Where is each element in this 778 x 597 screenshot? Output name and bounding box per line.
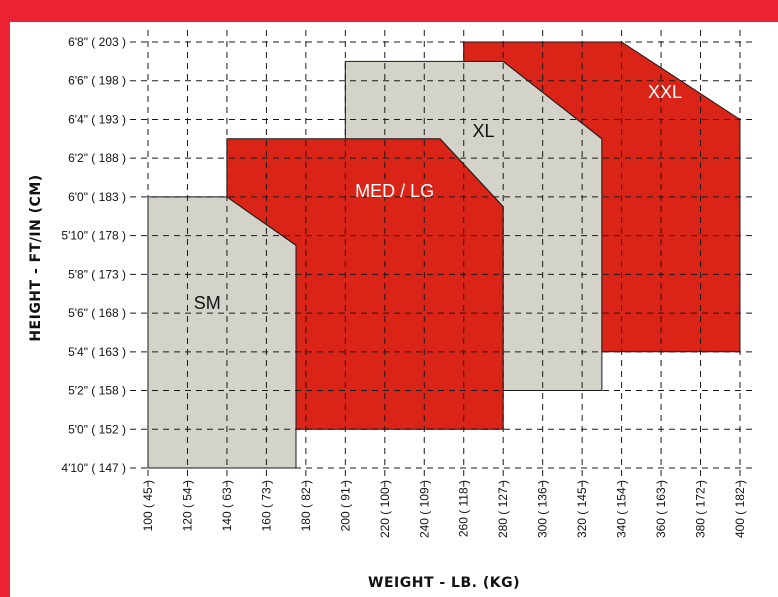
region-label-med-lg: MED / LG <box>355 181 434 201</box>
region-sm <box>147 196 297 469</box>
y-tick-label: 6'4" ( 193 ) <box>68 112 126 126</box>
y-tick-label: 5'10" ( 178 ) <box>61 229 126 243</box>
y-tick-label: 6'0" ( 183 ) <box>68 190 126 204</box>
x-tick-label: 340 ( 154 ) <box>615 480 629 538</box>
x-tick-label: 180 ( 82 ) <box>299 480 313 531</box>
region-labels: SM MED / LG XL XXL <box>194 82 682 313</box>
y-axis-title: HEIGHT - FT/IN (CM) <box>28 174 44 341</box>
x-tick-label: 300 ( 136 ) <box>536 480 550 538</box>
y-tick-label: 4'10" ( 147 ) <box>61 461 126 475</box>
x-tick-label: 120 ( 54 ) <box>180 480 194 531</box>
y-tick-label: 6'8" ( 203 ) <box>68 35 126 49</box>
y-tick-label: 6'6" ( 198 ) <box>68 74 126 88</box>
x-axis-title: WEIGHT - LB. (KG) <box>368 575 520 591</box>
y-tick-label: 5'2" ( 158 ) <box>68 384 126 398</box>
region-label-xxl: XXL <box>648 82 682 102</box>
x-tick-label: 380 ( 172 ) <box>694 480 708 538</box>
x-tick-label: 260 ( 118 ) <box>457 480 471 537</box>
y-tick-label: 6'2" ( 188 ) <box>68 151 126 165</box>
y-tick-label: 5'0" ( 152 ) <box>68 422 126 436</box>
region-label-xl: XL <box>472 121 494 141</box>
x-tick-label: 280 ( 127 ) <box>496 480 510 538</box>
x-tick-label: 360 ( 163 ) <box>654 480 668 538</box>
size-regions <box>147 41 741 469</box>
x-tick-label: 320 ( 145 ) <box>575 480 589 538</box>
region-xl <box>344 60 603 391</box>
x-tick-label: 400 ( 182 ) <box>733 480 747 538</box>
x-tick-label: 240 ( 109 ) <box>417 480 431 538</box>
x-tick-label: 160 ( 73 ) <box>259 480 273 531</box>
x-tick-label: 220 ( 100 ) <box>378 480 392 538</box>
top-border-bar <box>0 0 778 22</box>
y-tick-label: 5'4" ( 163 ) <box>68 345 126 359</box>
left-border-bar <box>0 0 10 597</box>
region-label-sm: SM <box>194 293 221 313</box>
x-tick-label: 200 ( 91 ) <box>338 480 352 531</box>
x-tick-label: 140 ( 63 ) <box>220 480 234 531</box>
x-tick-label: 100 ( 45 ) <box>141 480 155 531</box>
y-tick-label: 5'6" ( 168 ) <box>68 306 126 320</box>
y-tick-labels: 4'10" ( 147 ) 5'0" ( 152 ) 5'2" ( 158 ) 5'4… <box>61 35 126 475</box>
grid-lines <box>130 30 752 488</box>
y-tick-label: 5'8" ( 173 ) <box>68 267 126 281</box>
x-tick-labels: 100 ( 45 ) 120 ( 54 ) 140 ( 63 ) 160 ( 73 )… <box>141 480 747 538</box>
